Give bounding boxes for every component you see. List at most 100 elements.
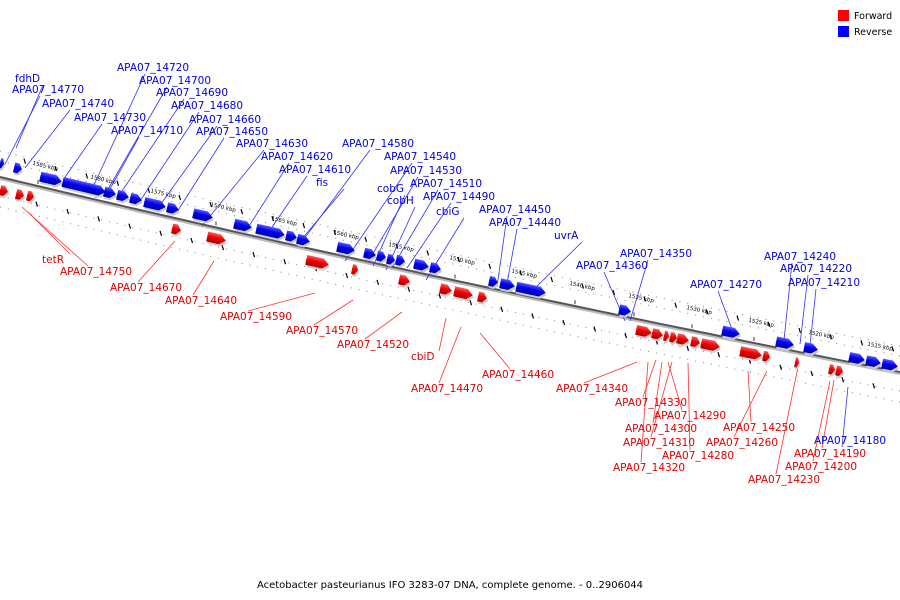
forward-gene[interactable] (651, 328, 666, 342)
reverse-gene[interactable] (413, 258, 432, 274)
gene-label[interactable]: tetR (42, 254, 64, 266)
forward-gene[interactable] (794, 357, 802, 370)
forward-gene[interactable] (635, 324, 655, 340)
reverse-gene[interactable] (376, 250, 389, 265)
gene-label[interactable]: APA07_14190 (794, 448, 866, 460)
reverse-gene[interactable] (865, 355, 884, 370)
gene-label[interactable]: APA07_14300 (625, 423, 697, 435)
gene-label[interactable]: APA07_14520 (337, 339, 409, 351)
gene-label[interactable]: APA07_14200 (785, 461, 857, 473)
forward-gene[interactable] (206, 231, 229, 248)
reverse-gene[interactable] (395, 254, 408, 269)
gene-label[interactable]: APA07_14630 (236, 138, 308, 150)
gene-label[interactable]: APA07_14230 (748, 474, 820, 486)
gene-label[interactable]: APA07_14540 (384, 151, 456, 163)
reverse-gene[interactable] (499, 278, 518, 293)
forward-gene[interactable] (0, 185, 11, 199)
gene-label[interactable]: APA07_14610 (279, 164, 351, 176)
forward-gene[interactable] (305, 254, 332, 272)
reverse-gene[interactable] (618, 304, 634, 318)
gene-label[interactable]: APA07_14650 (196, 126, 268, 138)
gene-label[interactable]: APA07_14700 (139, 75, 211, 87)
reverse-gene[interactable] (803, 342, 821, 357)
gene-label[interactable]: APA07_14720 (117, 62, 189, 74)
reverse-gene[interactable] (881, 358, 900, 374)
reverse-gene[interactable] (848, 352, 867, 367)
gene-label[interactable]: APA07_14320 (613, 462, 685, 474)
gene-label[interactable]: cbiG (436, 206, 460, 218)
gene-label[interactable]: cobG (377, 183, 404, 195)
gene-label[interactable]: APA07_14620 (261, 151, 333, 163)
reverse-gene[interactable] (429, 262, 444, 276)
gene-label[interactable]: APA07_14250 (723, 422, 795, 434)
gene-label[interactable]: APA07_14740 (42, 98, 114, 110)
reverse-gene[interactable] (0, 158, 7, 171)
gene-label[interactable]: APA07_14270 (690, 279, 762, 291)
gene-label[interactable]: APA07_14670 (110, 282, 182, 294)
forward-gene[interactable] (828, 364, 838, 377)
gene-label[interactable]: APA07_14490 (423, 191, 495, 203)
forward-gene[interactable] (14, 188, 26, 203)
reverse-gene[interactable] (336, 241, 358, 258)
reverse-gene[interactable] (775, 336, 796, 353)
gene-label[interactable]: APA07_14680 (171, 100, 243, 112)
reverse-gene[interactable] (116, 189, 132, 205)
reverse-gene[interactable] (103, 186, 119, 202)
forward-gene[interactable] (453, 286, 476, 302)
gene-label[interactable]: APA07_14530 (390, 165, 462, 177)
reverse-gene[interactable] (255, 223, 287, 242)
gene-label[interactable]: APA07_14360 (576, 260, 648, 272)
reverse-gene[interactable] (721, 325, 743, 342)
gene-label[interactable]: APA07_14330 (615, 397, 687, 409)
reverse-gene[interactable] (386, 253, 398, 268)
gene-label[interactable]: uvrA (554, 230, 579, 242)
forward-gene[interactable] (669, 331, 680, 345)
gene-label[interactable]: APA07_14340 (556, 383, 628, 395)
gene-label[interactable]: APA07_14350 (620, 248, 692, 260)
gene-label[interactable]: APA07_14580 (342, 138, 414, 150)
gene-label[interactable]: APA07_14210 (788, 277, 860, 289)
reverse-gene[interactable] (129, 192, 145, 208)
gene-label[interactable]: APA07_14440 (489, 217, 561, 229)
forward-gene[interactable] (835, 365, 846, 379)
forward-gene[interactable] (676, 333, 692, 347)
gene-label[interactable]: APA07_14280 (662, 450, 734, 462)
gene-label[interactable]: APA07_14240 (764, 251, 836, 263)
reverse-gene[interactable] (515, 281, 548, 300)
gene-label[interactable]: APA07_14730 (74, 112, 146, 124)
forward-gene[interactable] (663, 330, 672, 344)
forward-gene[interactable] (170, 223, 184, 238)
forward-gene[interactable] (477, 291, 490, 306)
gene-label[interactable]: APA07_14470 (411, 383, 483, 395)
forward-gene[interactable] (762, 350, 773, 364)
gene-label[interactable]: APA07_14180 (814, 435, 886, 447)
gene-label[interactable]: APA07_14450 (479, 204, 551, 216)
reverse-gene[interactable] (12, 162, 24, 177)
gene-label[interactable]: APA07_14710 (111, 125, 183, 137)
reverse-gene[interactable] (61, 177, 108, 199)
reverse-gene[interactable] (296, 233, 313, 249)
gene-label[interactable]: cobH (387, 195, 414, 207)
gene-label[interactable]: fis (316, 177, 328, 189)
gene-label[interactable]: APA07_14590 (220, 311, 292, 323)
reverse-gene[interactable] (192, 208, 216, 224)
reverse-gene[interactable] (363, 247, 379, 263)
forward-gene[interactable] (25, 190, 36, 205)
reverse-gene[interactable] (143, 197, 169, 214)
forward-gene[interactable] (439, 283, 455, 298)
forward-gene[interactable] (350, 264, 361, 277)
gene-label[interactable]: APA07_14770 (12, 84, 84, 96)
forward-gene[interactable] (690, 336, 703, 350)
forward-gene[interactable] (398, 274, 413, 288)
gene-label[interactable]: APA07_14570 (286, 325, 358, 337)
reverse-gene[interactable] (233, 218, 255, 235)
gene-label[interactable]: APA07_14750 (60, 266, 132, 278)
gene-label[interactable]: APA07_14460 (482, 369, 554, 381)
gene-label[interactable]: APA07_14290 (654, 410, 726, 422)
reverse-gene[interactable] (285, 230, 300, 244)
gene-label[interactable]: APA07_14510 (410, 178, 482, 190)
reverse-gene[interactable] (488, 275, 501, 290)
gene-label[interactable]: APA07_14260 (706, 437, 778, 449)
gene-label[interactable]: APA07_14640 (165, 295, 237, 307)
reverse-gene[interactable] (166, 202, 182, 217)
